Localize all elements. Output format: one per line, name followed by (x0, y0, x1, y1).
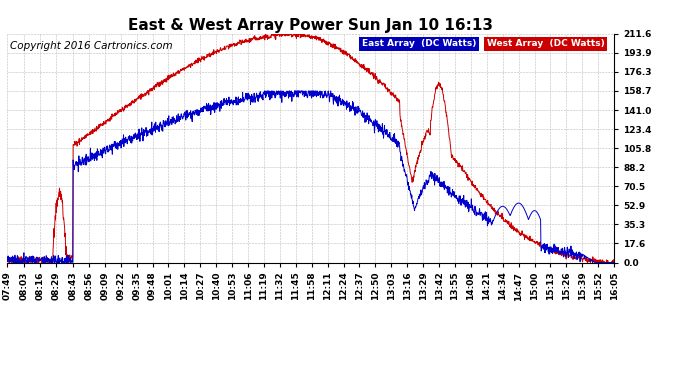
Title: East & West Array Power Sun Jan 10 16:13: East & West Array Power Sun Jan 10 16:13 (128, 18, 493, 33)
Text: Copyright 2016 Cartronics.com: Copyright 2016 Cartronics.com (10, 40, 172, 51)
Text: West Array  (DC Watts): West Array (DC Watts) (486, 39, 604, 48)
Text: East Array  (DC Watts): East Array (DC Watts) (362, 39, 477, 48)
